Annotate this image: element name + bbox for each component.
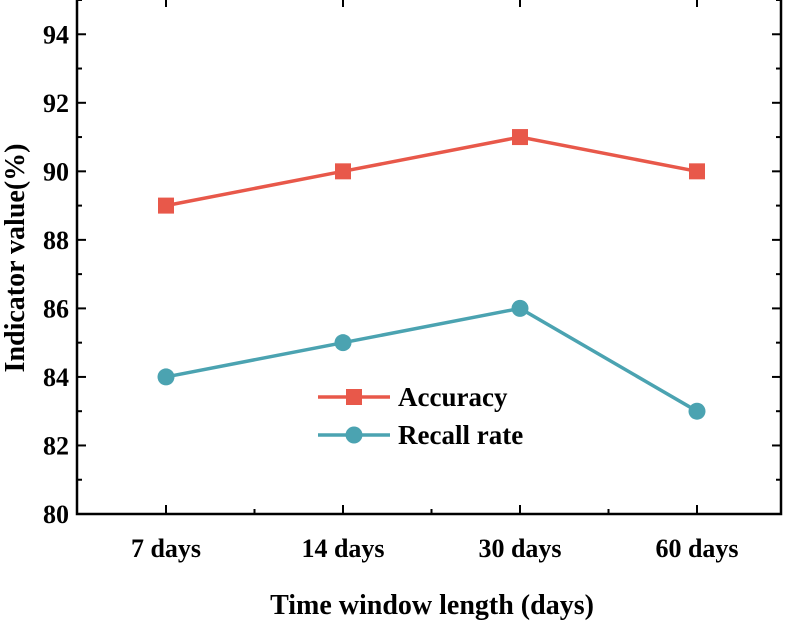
legend: Accuracy Recall rate	[318, 382, 523, 450]
data-point	[334, 334, 352, 352]
x-tick-label: 14 days	[301, 534, 384, 563]
y-tick-label: 80	[43, 500, 69, 529]
data-point	[511, 299, 529, 317]
x-tick-label: 60 days	[655, 534, 738, 563]
data-point	[689, 163, 705, 180]
y-tick-label: 94	[43, 20, 69, 49]
y-tick-label: 82	[43, 431, 69, 460]
y-tick-label: 92	[43, 89, 69, 118]
x-tick-label: 30 days	[478, 534, 561, 563]
legend-label: Recall rate	[398, 420, 523, 450]
legend-swatch-marker	[345, 426, 363, 444]
series-line	[165, 306, 698, 413]
data-point	[158, 197, 174, 214]
series-group	[157, 129, 706, 420]
series-line	[165, 135, 698, 208]
x-tick-label: 7 days	[131, 534, 201, 563]
data-point	[512, 129, 528, 146]
data-point	[688, 402, 706, 420]
y-tick-label: 84	[43, 363, 69, 392]
y-tick-label: 86	[43, 294, 69, 323]
y-axis-title: Indicator value(%)	[0, 144, 31, 373]
legend-swatch-marker	[346, 389, 362, 405]
y-tick-label: 88	[43, 226, 69, 255]
data-point	[157, 368, 175, 386]
x-axis-title: Time window length (days)	[270, 590, 594, 621]
axes-group: 80 82 84 86 88 90 92 94 7 days 14 days 30 days 60 d…	[43, 0, 783, 563]
plot-frame	[75, 0, 783, 516]
legend-label: Accuracy	[398, 382, 508, 412]
y-tick-label: 90	[43, 157, 69, 186]
data-point	[335, 163, 351, 180]
